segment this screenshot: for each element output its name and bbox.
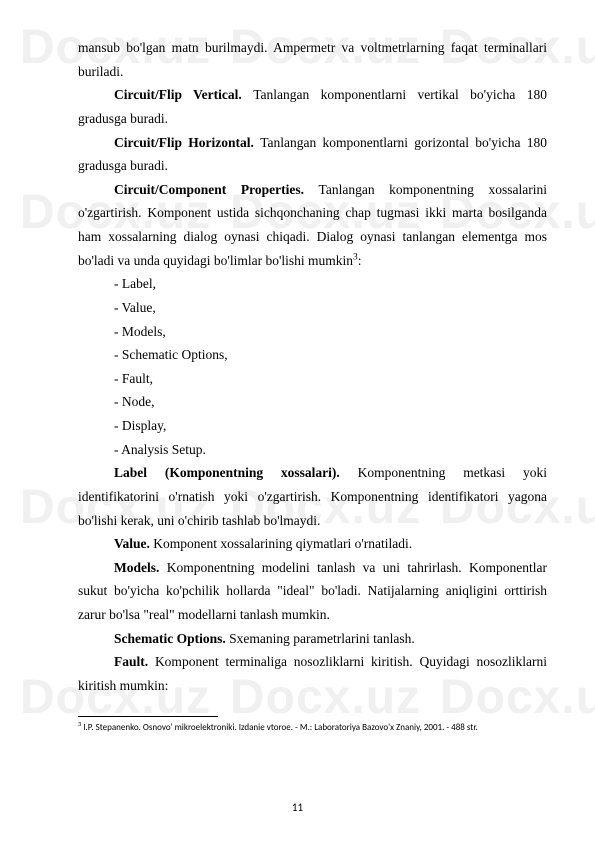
paragraph: Label (Komponentning xossalari). Kompone…	[78, 461, 547, 532]
paragraph: Schematic Options. Sxemaning parametrlar…	[78, 627, 547, 651]
list-item: - Fault,	[78, 367, 547, 391]
footnote-separator	[78, 716, 218, 717]
term: Circuit/Component Properties.	[114, 182, 319, 197]
paragraph: Fault. Komponent terminaliga nosozliklar…	[78, 650, 547, 697]
footnote: 3 I.P. Stepanenko. Osnovo' mikroelektron…	[78, 720, 547, 734]
term: Label (Komponentning xossalari).	[114, 465, 358, 480]
paragraph: Circuit/Component Properties. Tanlangan …	[78, 178, 547, 273]
page-number: 11	[0, 801, 595, 814]
paragraph: Circuit/Flip Vertical. Tanlangan kompone…	[78, 83, 547, 130]
term: Fault.	[114, 654, 155, 669]
list-item: - Value,	[78, 296, 547, 320]
term: Value.	[114, 536, 153, 551]
paragraph: mansub bo'lgan matn burilmaydi. Ampermet…	[78, 36, 547, 83]
term: Models.	[114, 560, 167, 575]
paragraph: Circuit/Flip Horizontal. Tanlangan kompo…	[78, 131, 547, 178]
text: Komponent xossalarining qiymatlari o'rna…	[153, 536, 412, 551]
paragraph: Models. Komponentning modelini tanlash v…	[78, 556, 547, 627]
list-item: - Analysis Setup.	[78, 438, 547, 462]
paragraph: Value. Komponent xossalarining qiymatlar…	[78, 532, 547, 556]
term: Schematic Options.	[114, 631, 229, 646]
text: :	[358, 253, 362, 268]
list-item: - Node,	[78, 390, 547, 414]
list-item: - Schematic Options,	[78, 343, 547, 367]
term: Circuit/Flip Horizontal.	[114, 135, 260, 150]
term: Circuit/Flip Vertical.	[114, 87, 253, 102]
document-body: mansub bo'lgan matn burilmaydi. Ampermet…	[78, 36, 547, 733]
text: Sxemaning parametrlarini tanlash.	[229, 631, 415, 646]
list-item: - Label,	[78, 272, 547, 296]
list-item: - Display,	[78, 414, 547, 438]
list-item: - Models,	[78, 320, 547, 344]
footnote-text: I.P. Stepanenko. Osnovo' mikroelektronik…	[81, 722, 478, 733]
